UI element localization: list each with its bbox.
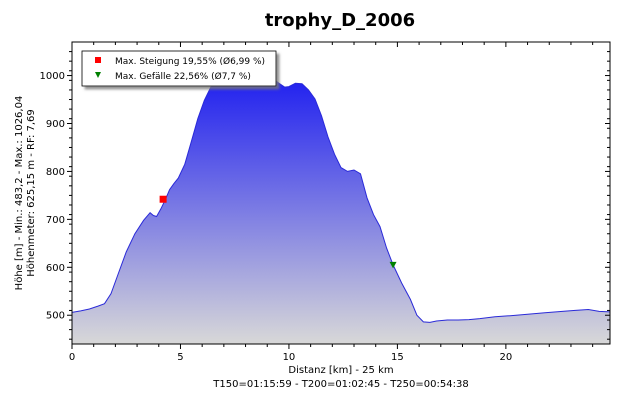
- y-tick-label: 800: [46, 167, 65, 178]
- x-tick-label: 0: [69, 352, 75, 363]
- x-tick-label: 5: [177, 352, 183, 363]
- gefaelle-marker: [389, 261, 397, 269]
- x-tick-label: 10: [283, 352, 296, 363]
- legend: Max. Steigung 19,55% (Ø6,99 %) Max. Gefä…: [81, 50, 277, 87]
- y-tick-label: 500: [46, 311, 65, 322]
- steigung-marker: [159, 195, 167, 203]
- footer-times: T150=01:15:59 - T200=01:02:45 - T250=00:…: [212, 379, 468, 390]
- chart-title: trophy_D_2006: [265, 10, 415, 31]
- x-tick-label: 15: [391, 352, 404, 363]
- elevation-line: [71, 71, 611, 323]
- y-tick-label: 600: [46, 263, 65, 274]
- y-axis-subtitle: Höhenmeter: 625,15 m - RF: 7,69: [26, 109, 37, 277]
- y-axis-title: Höhe [m] - Min.: 483,2 - Max.: 1026,04: [14, 96, 25, 291]
- x-tick-label: 20: [500, 352, 513, 363]
- legend-gefaelle-label: Max. Gefälle 22,56% (Ø7,7 %): [115, 71, 251, 82]
- legend-box: [81, 50, 277, 87]
- x-axis-title: Distanz [km] - 25 km: [288, 365, 393, 376]
- y-tick-label: 700: [46, 215, 65, 226]
- legend-steigung-marker: [95, 57, 101, 63]
- y-tick-label: 900: [46, 119, 65, 130]
- elevation-area: [72, 71, 610, 344]
- plot-border: [71, 41, 611, 345]
- legend-steigung-label: Max. Steigung 19,55% (Ø6,99 %): [115, 56, 265, 67]
- legend-gefaelle-marker: [95, 72, 101, 78]
- y-tick-label: 1000: [40, 71, 65, 82]
